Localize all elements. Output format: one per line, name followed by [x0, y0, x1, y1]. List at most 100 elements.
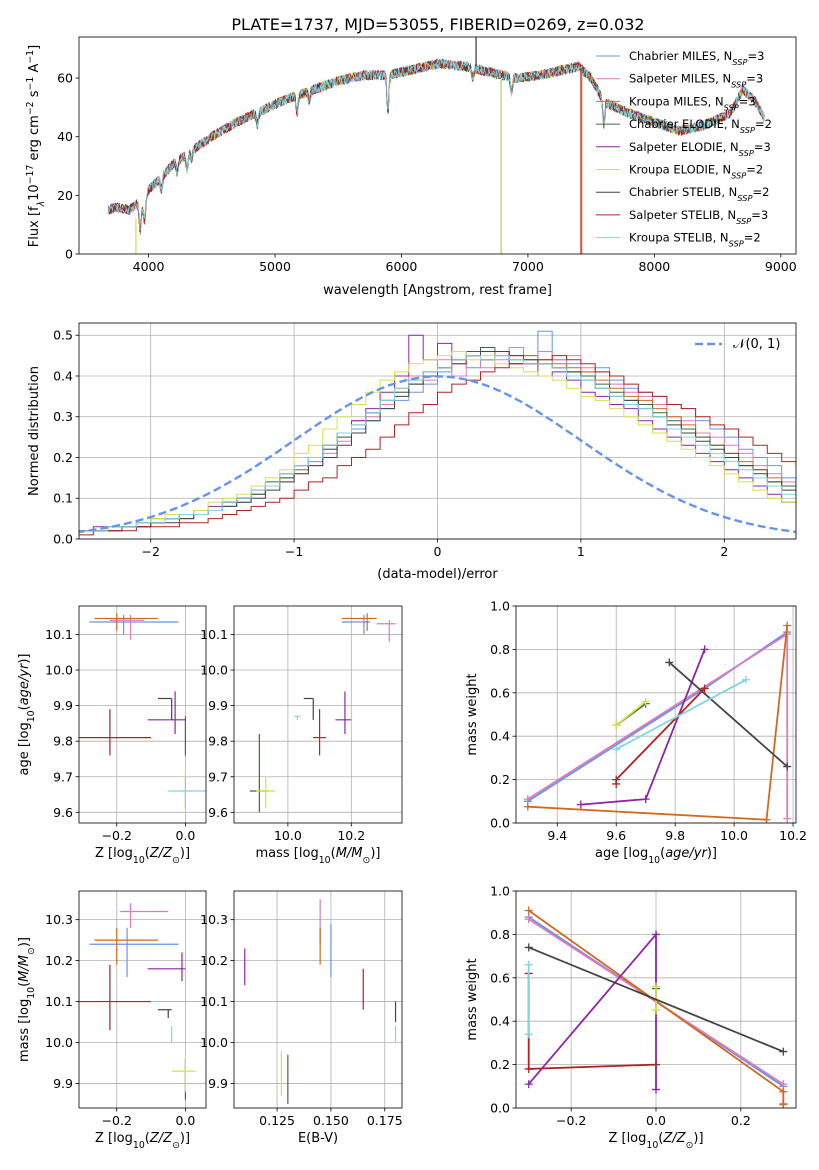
y-axis-label: mass [log10(M/M⊙)] — [17, 937, 37, 1062]
x-axis-label-part: ( — [145, 846, 150, 861]
legend-label-part: =2 — [746, 163, 763, 177]
x-axis-label: Z [log10(Z/Z⊙)] — [95, 846, 190, 866]
weight-marker — [641, 697, 650, 706]
weight-line — [668, 661, 788, 768]
y-axis-label: Flux [fλ10−17 erg cm−2 s−1 A−1] — [25, 45, 47, 247]
x-axis-label: age [log10(age/yr)] — [595, 846, 717, 866]
x-tick-label: −0.2 — [102, 828, 132, 843]
legend-label: Chabrier ELODIE, NSSP=2 — [629, 117, 772, 135]
x-axis-label: wavelength [Angstrom, rest frame] — [323, 283, 552, 298]
x-tick-label: 9000 — [765, 259, 797, 274]
y-tick-label: 10.0 — [45, 663, 73, 678]
weight-marker — [523, 802, 532, 811]
plot-area — [524, 906, 788, 1108]
weight-marker — [652, 1060, 660, 1069]
plot-area — [244, 899, 397, 1104]
x-axis-label-part: )] — [180, 1131, 190, 1146]
legend-label-part: Salpeter STELIB, N — [629, 208, 736, 222]
legend-label-part: SSP — [724, 102, 739, 112]
panel-mass-vs-EBV: 0.125 0.150 0.175 9.9 10.0 10.1 10.2 10.3 E(B-V) — [200, 890, 403, 1146]
y-axis-label-part: λ — [36, 201, 47, 208]
legend-label-part: =2 — [755, 117, 772, 131]
legend-label-part: Kroupa ELODIE, N — [629, 163, 731, 177]
weight-marker — [524, 915, 533, 924]
x-axis-label-part: 10 — [133, 855, 145, 866]
legend-label: Salpeter ELODIE, NSSP=3 — [629, 140, 771, 158]
legend-label-part: =2 — [752, 185, 769, 199]
weight-marker — [783, 762, 792, 771]
x-axis-label-part: )] — [180, 846, 190, 861]
x-tick-label: 0.175 — [367, 1113, 403, 1128]
figure-title: PLATE=1737, MJD=53055, FIBERID=0269, z=0… — [231, 15, 644, 34]
y-tick-label: 0.8 — [490, 642, 510, 657]
y-tick-label: 0.0 — [490, 816, 510, 831]
x-tick-label: 6000 — [386, 259, 418, 274]
axes-frame — [78, 36, 797, 255]
y-tick-label: 10.1 — [45, 994, 73, 1009]
panel-age-vs-mass: 10.0 10.2 9.6 9.7 9.8 9.9 10.0 10.1 mass [log10(… — [200, 605, 403, 866]
x-axis-label-part: )] — [370, 846, 380, 861]
y-axis-label-part: log — [17, 999, 32, 1019]
x-axis-label-part: age [ — [595, 846, 628, 861]
y-tick-label: 0 — [65, 247, 73, 262]
legend-label-part: Chabrier STELIB, N — [629, 185, 737, 199]
y-tick-label: 0.4 — [490, 1014, 510, 1029]
legend-label-part: SSP — [731, 171, 746, 181]
x-tick-label: 0.125 — [259, 1113, 295, 1128]
x-axis-label-part: M/M — [336, 846, 363, 861]
weight-marker — [783, 621, 792, 630]
y-tick-label: 10.3 — [45, 912, 73, 927]
panel-spectrum: 4000 5000 6000 7000 8000 9000 0 20 40 60 Chabrier … — [25, 36, 797, 298]
y-tick-label: 9.6 — [208, 805, 228, 820]
weight-marker — [741, 675, 750, 684]
x-tick-label: −0.2 — [556, 1113, 586, 1128]
y-axis-label-part: −1 — [25, 77, 36, 91]
x-axis-label-part: 10 — [133, 1140, 145, 1151]
legend-label: 𝒩(0, 1) — [733, 337, 780, 352]
y-tick-label: 0.4 — [53, 368, 73, 383]
legend-label-part: =2 — [744, 231, 761, 245]
x-tick-label: 9.8 — [665, 828, 685, 843]
x-axis-label-part: E(B-V) — [298, 1131, 338, 1146]
weight-marker — [779, 1100, 788, 1108]
x-tick-label: 1 — [577, 544, 585, 559]
y-tick-label: 0.6 — [490, 685, 510, 700]
weight-marker — [779, 1047, 788, 1056]
y-axis-label-part: −2 — [25, 101, 36, 115]
y-axis-label: Normed distribution — [27, 366, 42, 496]
panel-weight-vs-Z: −0.2 0.0 0.2 0.0 0.2 0.4 0.6 0.8 1.0 Z [log10(Z/Z… — [465, 884, 797, 1151]
legend-label: Kroupa MILES, NSSP=3 — [629, 94, 756, 112]
x-tick-label: 2 — [720, 544, 728, 559]
y-axis-label-part: s — [27, 90, 42, 101]
y-tick-label: 0.0 — [490, 1101, 510, 1116]
legend-label-part: Kroupa MILES, N — [629, 94, 724, 108]
weight-marker — [523, 795, 532, 804]
y-tick-label: 10.0 — [200, 1035, 228, 1050]
y-axis-label-part: Flux [f — [27, 206, 42, 247]
x-tick-label: 0.0 — [646, 1113, 666, 1128]
x-axis-label-part: )] — [707, 846, 717, 861]
panel-residuals: −2 −1 0 1 2 0.0 0.1 0.2 0.3 0.4 0.5 𝒩(0, 1) (data-mo… — [27, 322, 797, 582]
y-tick-label: 0.8 — [490, 927, 510, 942]
weight-marker — [700, 645, 709, 654]
x-tick-label: 5000 — [259, 259, 291, 274]
legend-label-part: SSP — [732, 57, 747, 67]
y-tick-label: 9.9 — [53, 698, 73, 713]
x-tick-label: 9.6 — [606, 828, 626, 843]
x-tick-label: 10.2 — [337, 828, 365, 843]
legend-label-part: SSP — [737, 193, 752, 203]
spectrum-line — [107, 58, 765, 230]
normal-curve — [79, 375, 796, 534]
x-axis-label-part: ( — [658, 1131, 663, 1146]
y-tick-label: 0.2 — [490, 1057, 510, 1072]
histogram-step — [79, 330, 796, 539]
legend-label-part: Salpeter MILES, N — [629, 72, 731, 86]
weight-marker — [762, 815, 771, 823]
panel-age-vs-Z: −0.2 0.09.69.79.89.910.010.1Z [log10(Z/Z⊙… — [17, 605, 207, 866]
weight-marker — [779, 1080, 788, 1089]
weight-marker — [524, 960, 533, 969]
legend-label-part: Kroupa STELIB, N — [629, 231, 729, 245]
x-tick-label: 0.0 — [175, 1113, 195, 1128]
